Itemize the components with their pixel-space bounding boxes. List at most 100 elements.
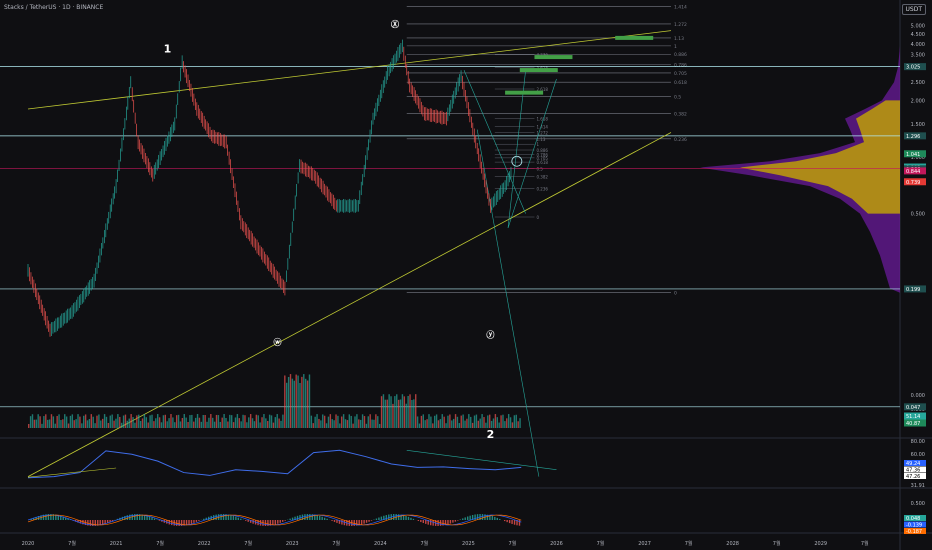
volume-bar (489, 414, 491, 428)
volume-bar (428, 414, 430, 428)
volume-bar (263, 414, 265, 428)
volume-bar (500, 415, 502, 428)
volume-bar (284, 375, 286, 428)
macd-histogram-bar (109, 520, 111, 523)
macd-histogram-bar (471, 515, 474, 520)
macd-histogram-bar (94, 520, 96, 526)
volume-bar (35, 419, 37, 428)
rsi-tag (904, 460, 926, 466)
fib-level-label: 0.236 (674, 137, 687, 143)
macd-histogram-bar (50, 514, 52, 520)
macd-histogram-bar (193, 520, 195, 523)
macd-histogram-bar (370, 520, 373, 521)
volume-bar (172, 417, 174, 428)
volume-bar (416, 416, 419, 428)
macd-histogram-bar (198, 520, 200, 521)
time-axis-label: 7월 (685, 540, 693, 547)
volume-bar (460, 415, 462, 428)
price-axis-tick: 5.000 (911, 24, 925, 30)
volume-bar (295, 374, 297, 428)
macd-histogram-bar (444, 520, 447, 526)
volume-bar (134, 422, 136, 428)
fib-extension-label: 0.382 (536, 174, 548, 179)
volume-bar (339, 423, 341, 428)
volume-bar (157, 414, 159, 428)
macd-histogram-bar (333, 520, 336, 522)
volume-bar (388, 394, 390, 428)
price-axis-tag-text: 3.025 (906, 65, 920, 71)
volume-bar (483, 417, 485, 428)
macd-histogram-bar (225, 514, 227, 520)
volume-bar (361, 414, 364, 428)
volume-bar (451, 420, 453, 428)
fib-level-label: 1.414 (674, 5, 687, 11)
price-axis-tick: 3.500 (911, 53, 925, 59)
price-axis-tag (904, 63, 926, 71)
macd-histogram-bar (185, 520, 188, 526)
rsi-tag-text: 49.24 (906, 461, 920, 467)
projection-line (507, 70, 526, 228)
volume-bar (50, 414, 53, 428)
macd-histogram-bar (274, 520, 277, 525)
macd-histogram-bar (249, 520, 252, 523)
macd-histogram-bar (222, 514, 225, 520)
volume-bar (356, 414, 358, 428)
wave-label: ⓨ (486, 329, 494, 339)
volume-bar (120, 422, 123, 428)
time-axis-label: 2029 (814, 541, 827, 547)
volume-bar (308, 374, 311, 428)
volume-bar (212, 417, 214, 428)
time-axis-label: 2024 (374, 541, 387, 547)
volume-bar (105, 416, 108, 428)
volume-bar (232, 422, 235, 428)
volume-bar (498, 422, 500, 428)
fib-extension-label: 1.13 (536, 137, 545, 142)
volume-bar (139, 420, 142, 428)
time-axis-label: 7월 (597, 540, 605, 547)
volume-bar (71, 414, 74, 428)
volume-bar (445, 423, 447, 428)
volume-bar (470, 416, 472, 428)
volume-bar (84, 414, 87, 428)
volume-bar (79, 416, 81, 428)
volume-bar (504, 421, 506, 428)
macd-histogram-bar (356, 520, 358, 526)
volume-bar (268, 414, 271, 428)
volume-bar (435, 414, 438, 428)
macd-histogram-bar (437, 520, 439, 526)
price-axis-tick: 0.500 (911, 212, 925, 218)
volume-bar (477, 420, 480, 428)
macd-histogram-bar (383, 515, 385, 520)
price-axis-tag (904, 403, 926, 411)
fib-level-label: 1.272 (674, 22, 687, 28)
macd-histogram-bar (153, 518, 156, 520)
rsi-axis-tick: 60.00 (911, 452, 925, 458)
volume-bar (126, 420, 129, 428)
volume-bar (473, 415, 476, 428)
currency-badge[interactable]: USDT (901, 4, 926, 15)
wedge-line (463, 69, 526, 214)
macd-histogram-bar (360, 520, 363, 525)
macd-histogram-bar (319, 515, 321, 520)
volume-bar (202, 415, 204, 428)
macd-histogram-bar (348, 520, 351, 526)
volume-bar (29, 416, 32, 428)
volume-bar (101, 418, 104, 428)
macd-histogram-bar (79, 520, 82, 524)
macd-histogram-bar (111, 520, 114, 521)
macd-tag-text: -0.139 (906, 523, 922, 529)
volume-bar (229, 414, 231, 428)
time-axis-label: 2027 (638, 541, 651, 547)
macd-histogram-bar (294, 516, 296, 520)
price-axis-tick: 4.000 (911, 42, 925, 48)
macd-histogram-bar (518, 520, 521, 526)
volume-bar (261, 417, 263, 428)
volume-bar (466, 418, 468, 428)
volume-bar (443, 416, 445, 428)
macd-histogram-bar (402, 515, 405, 520)
volume-bar (310, 415, 313, 428)
volume-bar (177, 414, 180, 428)
macd-histogram-bar (353, 520, 355, 526)
volume-bar (479, 418, 481, 428)
